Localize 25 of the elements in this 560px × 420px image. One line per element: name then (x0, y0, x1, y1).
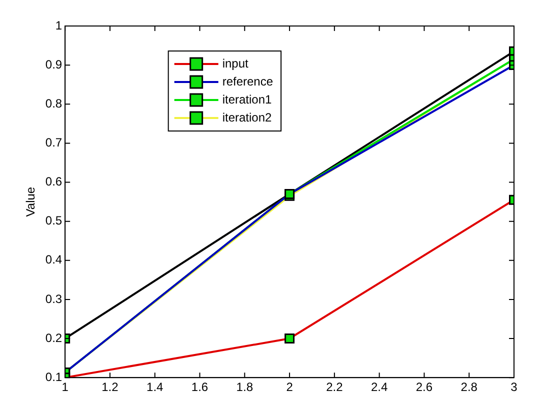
x-tick-label: 3 (510, 380, 518, 394)
y-tick-label: 1 (55, 18, 62, 32)
y-tick-label: 0.2 (45, 330, 62, 345)
legend-label: iteration2 (222, 110, 272, 124)
legend-label: iteration1 (222, 92, 272, 106)
y-tick-label: 0.4 (45, 252, 62, 267)
x-tick-label: 2.2 (326, 380, 344, 394)
x-tick-label: 1.2 (102, 380, 119, 394)
legend-label: input (222, 56, 250, 70)
y-tick-label: 0.7 (45, 136, 62, 150)
x-tick-label: 2.6 (416, 380, 433, 394)
x-tick-label: 2 (286, 380, 294, 394)
y-tick-label: 0.9 (45, 57, 62, 72)
x-tick-label: 1.8 (236, 380, 254, 394)
x-tick-label: 1.6 (191, 380, 208, 394)
y-tick-label: 0.8 (45, 96, 62, 110)
x-tick-label: 2.8 (460, 380, 478, 394)
y-axis-title: Value (24, 186, 38, 217)
y-tick-label: 0.5 (45, 214, 62, 228)
y-tick-label: 0.6 (45, 174, 62, 189)
y-tick-label: 0.1 (45, 370, 62, 384)
x-tick-label: 1.4 (146, 380, 164, 394)
legend-label: reference (222, 74, 274, 88)
y-tick-label: 0.3 (45, 292, 62, 306)
x-tick-label: 2.4 (370, 380, 388, 394)
